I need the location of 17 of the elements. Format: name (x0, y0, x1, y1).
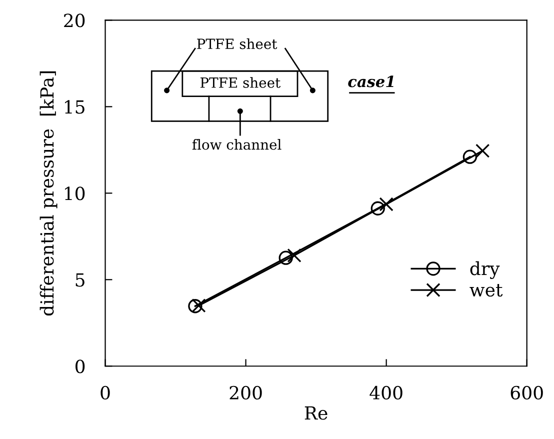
y-axis-title: differential pressure [kPa] (40, 71, 58, 316)
annotation: case1 (348, 76, 394, 88)
legend-label: wet (470, 284, 503, 297)
x-tick-label: 400 (370, 386, 402, 400)
annotation: PTFE sheet (197, 38, 278, 50)
y-tick-label: 5 (76, 273, 84, 287)
y-tick-label: 0 (76, 360, 85, 374)
y-tick-label: 20 (64, 14, 85, 28)
legend-label: dry (470, 261, 500, 280)
x-tick-label: 0 (100, 386, 110, 400)
x-axis-title: Re (304, 406, 328, 420)
y-tick-label: 15 (65, 100, 84, 114)
x-tick-label: 200 (230, 386, 262, 400)
x-tick-label: 600 (510, 386, 543, 400)
annotation: PTFE sheet (200, 77, 281, 88)
annotation: flow channel (192, 139, 282, 150)
y-tick-label: 10 (65, 186, 85, 200)
